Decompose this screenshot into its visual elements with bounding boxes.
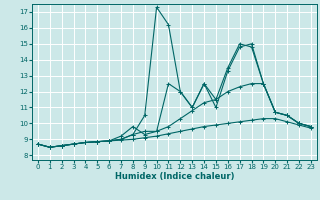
X-axis label: Humidex (Indice chaleur): Humidex (Indice chaleur) — [115, 172, 234, 181]
